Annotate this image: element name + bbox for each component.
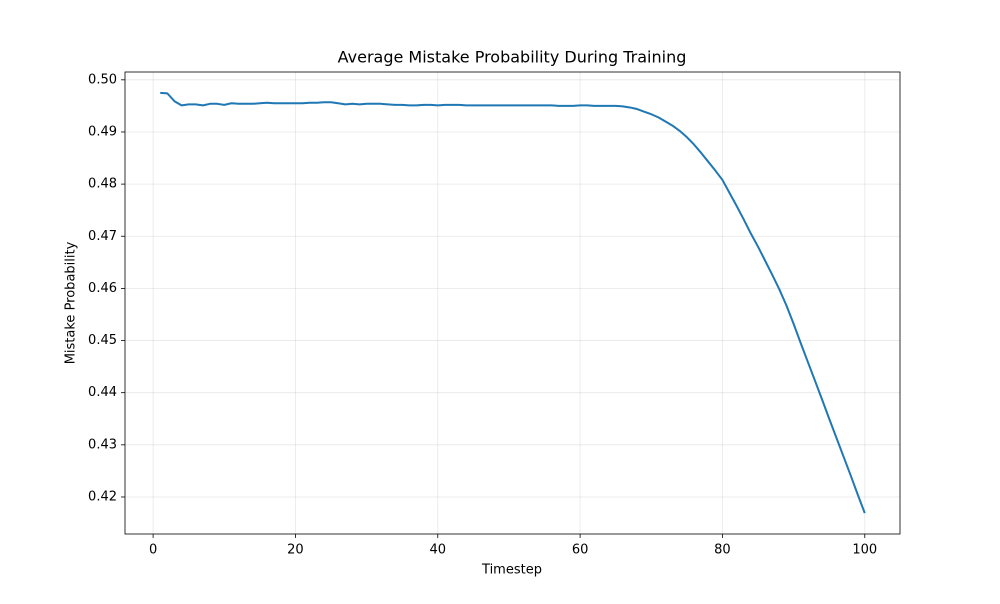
y-axis-label: Mistake Probability (64, 241, 79, 364)
y-tick-label: 0.48 (88, 177, 117, 192)
y-tick-label: 0.49 (88, 124, 117, 139)
y-tick-label: 0.42 (88, 489, 117, 504)
x-tick-label: 0 (149, 543, 157, 558)
x-axis-label: Timestep (481, 563, 542, 578)
x-tick-label: 80 (714, 543, 731, 558)
y-tick-label: 0.47 (88, 229, 117, 244)
y-tick-label: 0.45 (88, 333, 117, 348)
y-tick-label: 0.46 (88, 281, 117, 296)
chart-title: Average Mistake Probability During Train… (338, 48, 687, 67)
x-tick-label: 20 (287, 543, 304, 558)
x-tick-label: 40 (430, 543, 447, 558)
y-tick-label: 0.43 (88, 437, 117, 452)
plot-frame (124, 71, 901, 535)
x-tick-label: 60 (572, 543, 589, 558)
data-line (160, 91, 866, 514)
y-tick-label: 0.50 (88, 72, 117, 87)
y-tick-label: 0.44 (88, 385, 117, 400)
x-tick-label: 100 (852, 543, 877, 558)
